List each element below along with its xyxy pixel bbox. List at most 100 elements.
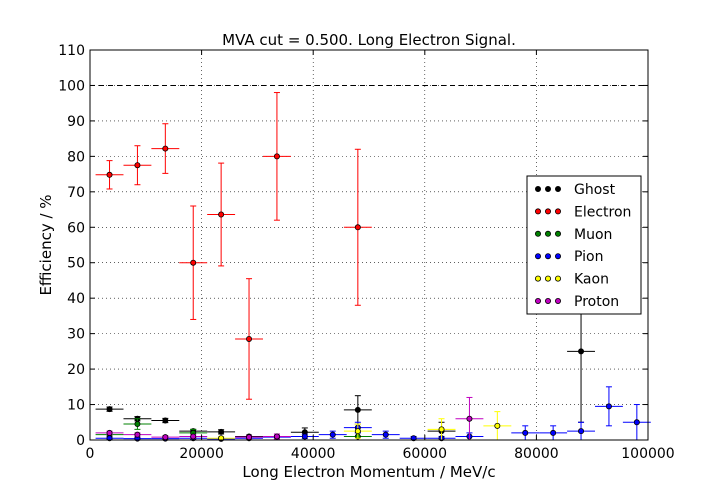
legend-entry-kaon: Kaon: [535, 272, 609, 288]
electron-point: [343, 148, 372, 306]
legend-marker-electron: [555, 208, 562, 215]
x-axis-title: Long Electron Momentum / MeV/c: [242, 463, 495, 481]
legend-marker-proton: [555, 297, 562, 304]
ghost-marker: [578, 348, 585, 355]
ghost-point: [207, 428, 236, 435]
proton-marker: [190, 433, 197, 440]
legend-label-muon: Muon: [574, 227, 612, 243]
electron-marker: [273, 153, 280, 160]
ghost-marker: [354, 406, 361, 413]
legend-marker-ghost: [545, 185, 552, 192]
x-tick-label: 60000: [403, 446, 448, 462]
legend-label-kaon: Kaon: [574, 272, 609, 288]
legend-marker-pion: [545, 253, 552, 260]
legend-entry-pion: Pion: [535, 249, 603, 265]
proton-marker: [134, 431, 141, 438]
electron-point: [235, 278, 263, 400]
electron-marker: [354, 224, 361, 231]
kaon-marker: [494, 422, 501, 429]
legend-marker-pion: [555, 253, 562, 260]
legend-marker-proton: [535, 297, 542, 304]
pion-marker: [605, 403, 612, 410]
chart-title: MVA cut = 0.500. Long Electron Signal.: [222, 31, 516, 49]
legend-marker-ghost: [535, 185, 542, 192]
x-tick-label: 0: [86, 446, 95, 462]
electron-marker: [246, 335, 253, 342]
ghost-marker: [162, 417, 169, 424]
muon-point: [123, 418, 152, 430]
legend-marker-muon: [535, 230, 542, 237]
pion-marker: [633, 419, 640, 426]
legend-marker-electron: [545, 208, 552, 215]
pion-point: [290, 433, 319, 440]
y-tick-label: 40: [67, 291, 85, 307]
electron-marker: [106, 171, 113, 178]
ghost-point: [343, 395, 372, 425]
proton-point: [123, 431, 152, 438]
proton-point: [235, 434, 263, 441]
legend-marker-pion: [535, 253, 542, 260]
proton-point: [179, 433, 208, 440]
proton-point: [262, 433, 291, 440]
pion-point: [539, 425, 568, 441]
electron-marker: [190, 259, 197, 266]
pion-marker: [329, 431, 336, 438]
electron-point: [207, 162, 236, 267]
y-tick-label: 50: [67, 256, 85, 272]
kaon-point: [343, 423, 372, 439]
legend-marker-kaon: [535, 275, 542, 282]
ghost-marker: [218, 428, 225, 435]
y-tick-label: 70: [67, 185, 85, 201]
legend-entry-muon: Muon: [535, 227, 612, 243]
series-electron: [95, 92, 372, 400]
electron-point: [151, 123, 180, 174]
legend-label-electron: Electron: [574, 204, 631, 220]
x-tick-label: 40000: [291, 446, 336, 462]
y-tick-label: 90: [67, 114, 85, 130]
plot-frame: [89, 49, 649, 441]
kaon-point: [483, 411, 512, 441]
pion-marker: [578, 428, 585, 435]
legend-entry-ghost: Ghost: [535, 182, 616, 198]
legend-box: [526, 175, 642, 315]
proton-marker: [246, 434, 253, 441]
y-tick-label: 80: [67, 149, 85, 165]
x-tick-label: 100000: [621, 446, 674, 462]
pion-marker: [550, 429, 557, 436]
proton-marker: [466, 415, 473, 422]
proton-marker: [162, 434, 169, 441]
axis-ticks: 0 20000 40000 60000 80000 100000 0 10 20 30 40 50 60…: [58, 43, 674, 462]
electron-marker: [162, 145, 169, 152]
ghost-marker: [106, 406, 113, 413]
legend-entry-electron: Electron: [535, 204, 631, 220]
y-tick-label: 110: [58, 43, 85, 59]
x-tick-label: 20000: [179, 446, 224, 462]
proton-point: [95, 429, 124, 436]
kaon-marker: [354, 428, 361, 435]
electron-point: [123, 145, 152, 186]
pion-marker: [301, 433, 308, 440]
kaon-marker: [438, 426, 445, 433]
electron-marker: [134, 162, 141, 169]
legend-entry-proton: Proton: [535, 294, 619, 310]
pion-point: [318, 430, 347, 439]
pion-point: [95, 435, 124, 442]
y-tick-label: 0: [76, 433, 85, 449]
pion-point: [594, 386, 623, 427]
electron-point: [262, 92, 291, 221]
proton-marker: [273, 433, 280, 440]
pion-point: [371, 430, 400, 439]
legend-label-pion: Pion: [574, 249, 603, 265]
series-kaon: [207, 411, 512, 442]
legend-marker-muon: [545, 230, 552, 237]
y-tick-label: 10: [67, 398, 85, 414]
ghost-point: [151, 417, 180, 424]
electron-point: [179, 205, 208, 320]
legend-marker-electron: [535, 208, 542, 215]
proton-point: [151, 434, 180, 441]
legend-marker-kaon: [545, 275, 552, 282]
legend: Ghost Electron Muon Pion Kaon Proton: [526, 175, 642, 315]
y-tick-label: 30: [67, 327, 85, 343]
legend-marker-proton: [545, 297, 552, 304]
pion-marker: [382, 431, 389, 438]
